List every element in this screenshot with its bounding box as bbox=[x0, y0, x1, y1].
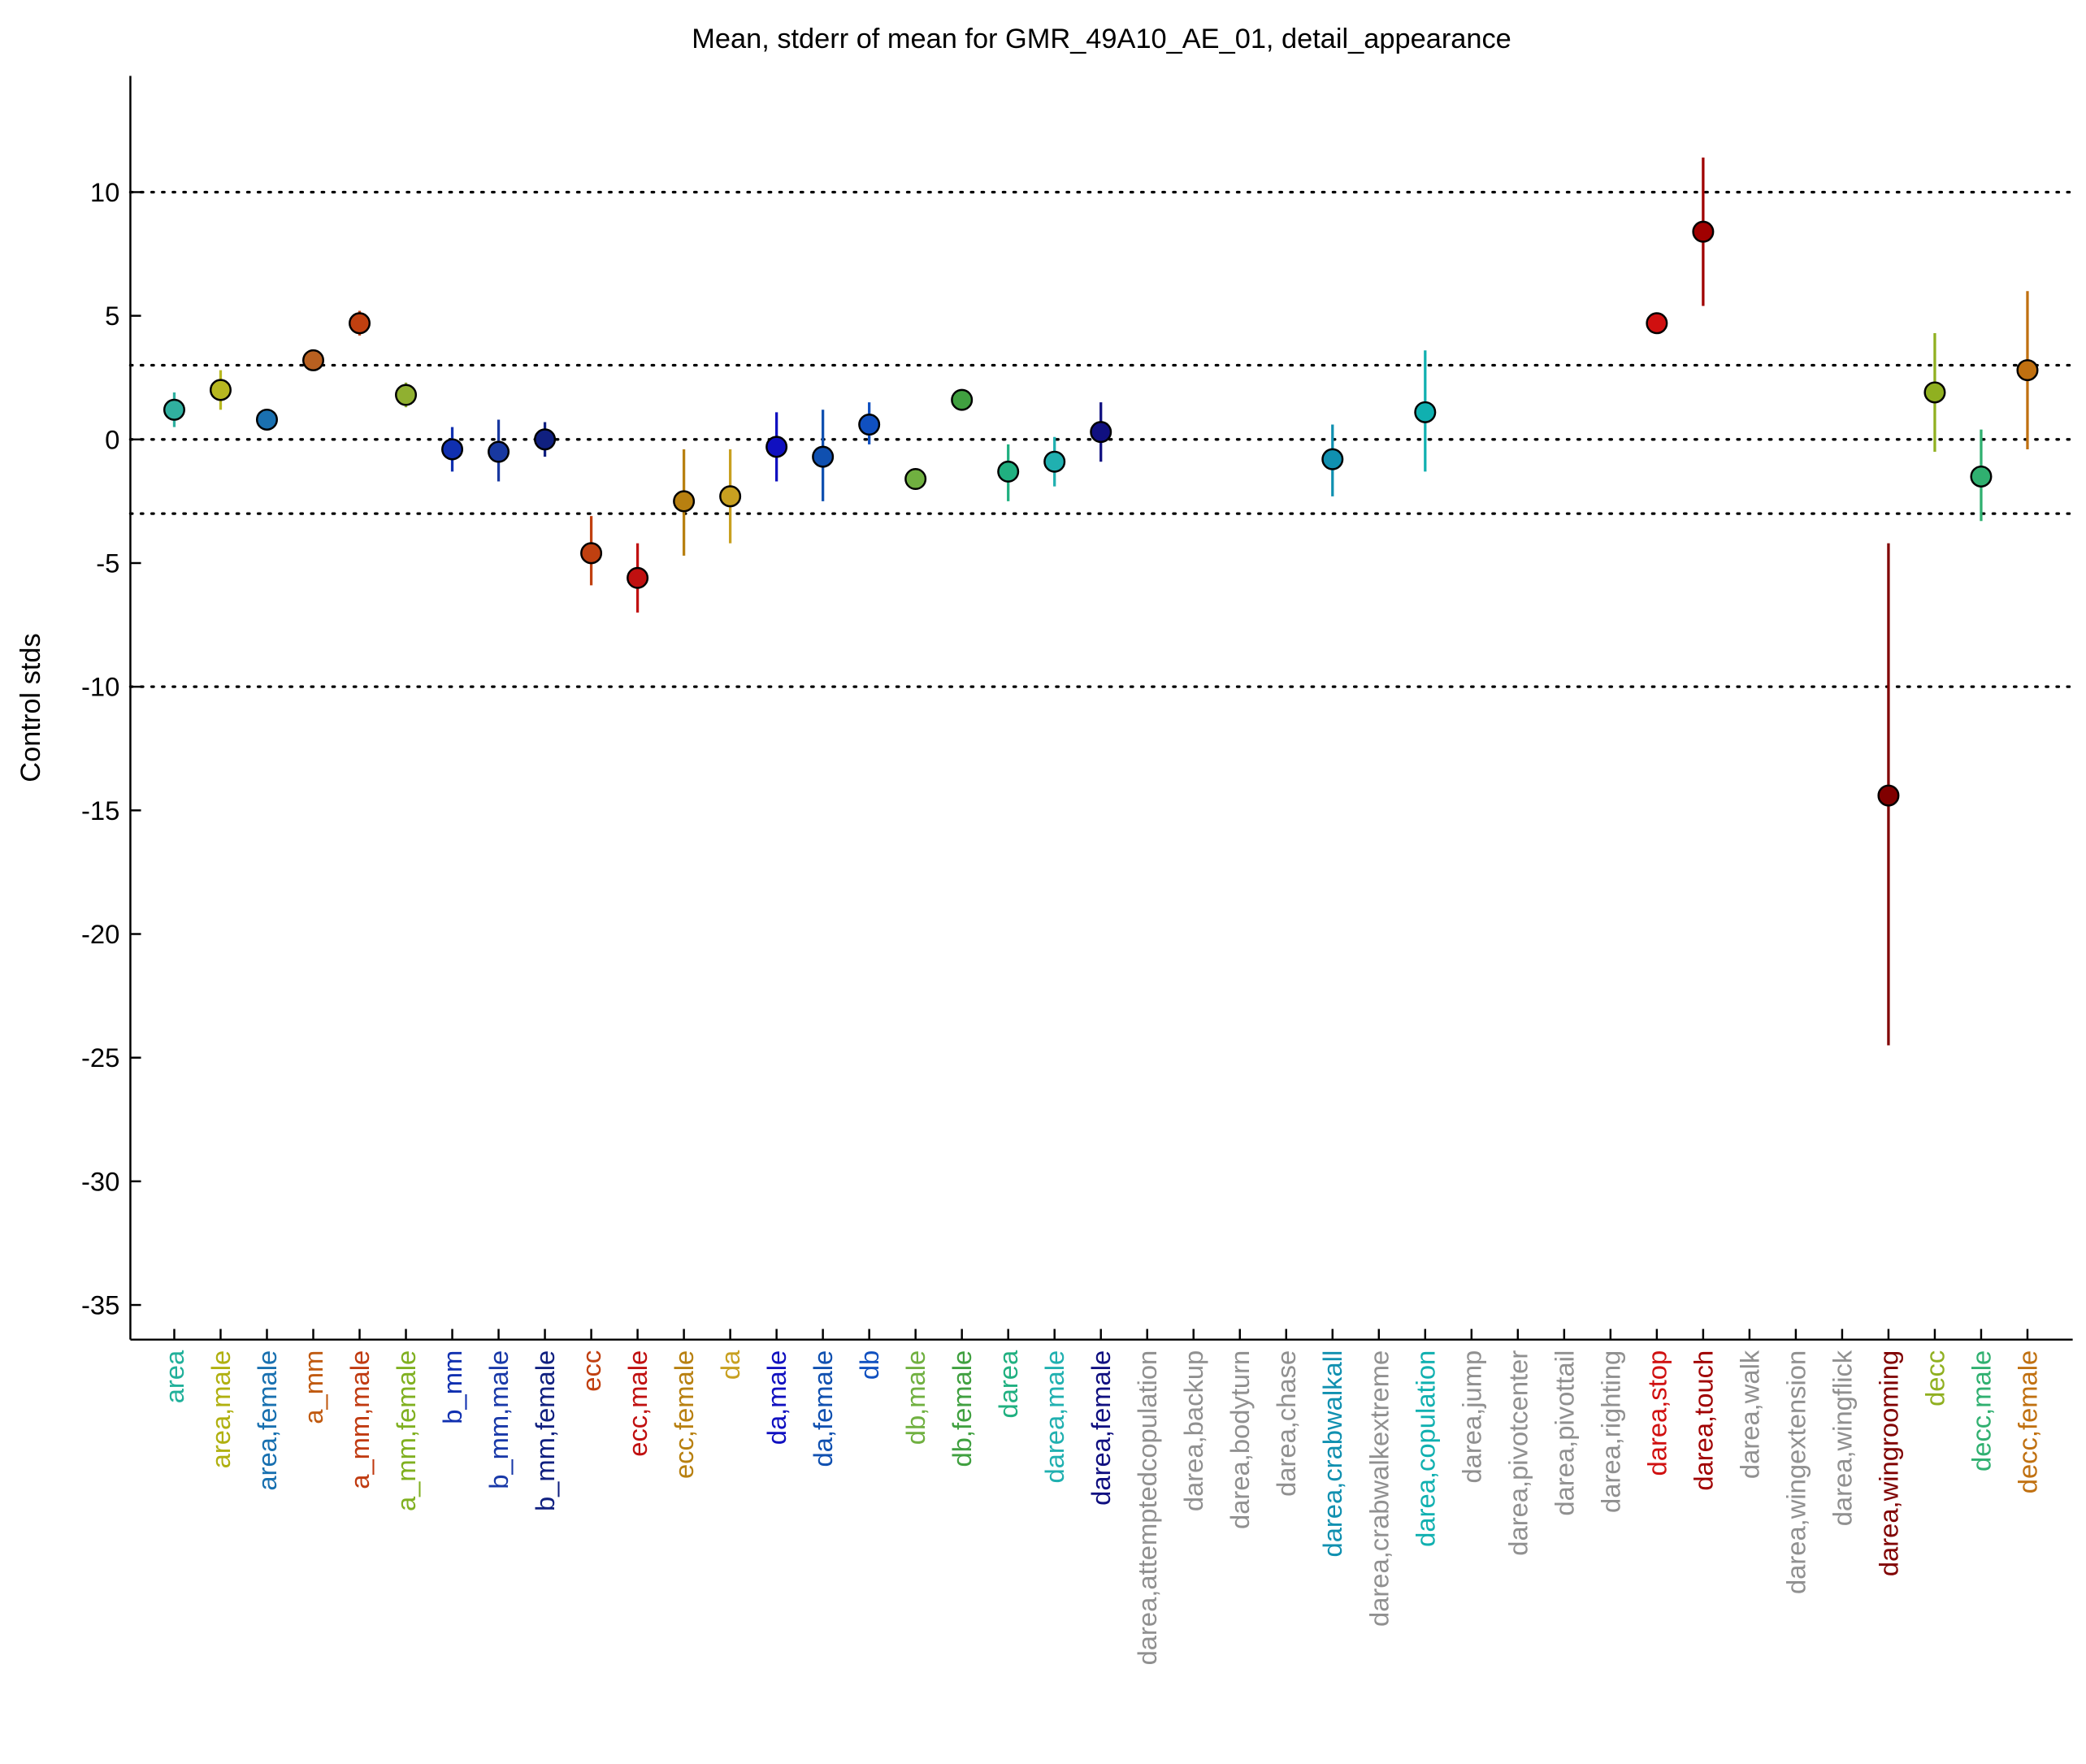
x-tick-label: darea bbox=[993, 1350, 1023, 1419]
mean-marker bbox=[1923, 381, 1946, 404]
x-tick-label: darea,copulation bbox=[1410, 1350, 1440, 1547]
mean-marker bbox=[349, 312, 371, 335]
y-tick-label: -10 bbox=[81, 672, 119, 702]
x-tick-label: decc bbox=[1919, 1350, 1949, 1406]
mean-marker bbox=[673, 490, 696, 513]
x-tick-label: darea,wingrooming bbox=[1873, 1350, 1903, 1576]
mean-marker bbox=[1692, 220, 1715, 243]
x-tick-label: a_mm,male bbox=[345, 1350, 375, 1489]
y-tick-label: 0 bbox=[105, 424, 119, 454]
y-tick-label: -30 bbox=[81, 1166, 119, 1196]
mean-marker bbox=[951, 388, 974, 411]
y-tick-label: -5 bbox=[96, 548, 119, 578]
mean-marker bbox=[858, 414, 881, 436]
mean-marker bbox=[1970, 465, 1993, 488]
x-tick-label: da,male bbox=[761, 1350, 791, 1445]
x-tick-label: darea,stop bbox=[1641, 1350, 1672, 1476]
mean-marker bbox=[441, 438, 464, 461]
x-tick-label: darea,touch bbox=[1688, 1350, 1718, 1491]
mean-marker bbox=[209, 379, 232, 401]
x-tick-label: area,male bbox=[206, 1350, 236, 1469]
x-tick-label: darea,backup bbox=[1178, 1350, 1208, 1511]
mean-marker bbox=[2016, 359, 2039, 382]
y-tick-label: -35 bbox=[81, 1290, 119, 1320]
x-tick-label: a_mm bbox=[298, 1350, 328, 1424]
mean-marker bbox=[301, 349, 325, 371]
x-tick-label: darea,jump bbox=[1456, 1350, 1486, 1484]
mean-marker bbox=[580, 542, 603, 565]
y-tick-label: -25 bbox=[81, 1042, 119, 1073]
x-tick-label: darea,attemptedcopulation bbox=[1132, 1350, 1162, 1666]
x-tick-label: darea,wingextension bbox=[1780, 1350, 1811, 1594]
chart-title: Mean, stderr of mean for GMR_49A10_AE_01… bbox=[692, 24, 1511, 54]
mean-marker bbox=[719, 485, 742, 508]
x-tick-label: darea,crabwalkall bbox=[1317, 1350, 1347, 1558]
mean-marker bbox=[627, 566, 649, 589]
x-tick-label: da bbox=[715, 1350, 745, 1380]
mean-marker bbox=[1646, 312, 1668, 335]
x-tick-label: ecc,female bbox=[669, 1350, 699, 1479]
mean-marker bbox=[488, 440, 510, 463]
x-tick-label: b_mm bbox=[437, 1350, 467, 1424]
x-tick-label: darea,female bbox=[1086, 1350, 1116, 1506]
x-tick-label: ecc bbox=[576, 1350, 606, 1392]
x-tick-label: darea,righting bbox=[1595, 1350, 1625, 1513]
mean-marker bbox=[534, 428, 557, 451]
x-tick-label: decc,male bbox=[1966, 1350, 1996, 1471]
mean-marker bbox=[904, 468, 927, 491]
x-tick-label: db bbox=[854, 1350, 884, 1380]
y-tick-label: 5 bbox=[105, 301, 119, 331]
mean-marker bbox=[395, 384, 418, 406]
x-tick-label: darea,bodyturn bbox=[1225, 1350, 1255, 1529]
x-tick-label: da,female bbox=[808, 1350, 838, 1467]
x-tick-label: darea,chase bbox=[1271, 1350, 1301, 1497]
x-tick-label: darea,pivottail bbox=[1549, 1350, 1579, 1516]
x-tick-label: db,female bbox=[947, 1350, 977, 1467]
mean-marker bbox=[997, 460, 1020, 483]
y-tick-label: 10 bbox=[90, 177, 119, 207]
mean-marker bbox=[1877, 784, 1900, 807]
mean-marker bbox=[812, 445, 835, 468]
x-tick-label: b_mm,female bbox=[530, 1350, 560, 1511]
mean-marker bbox=[255, 408, 278, 431]
mean-marker bbox=[1321, 448, 1344, 470]
y-tick-label: -20 bbox=[81, 919, 119, 949]
mean-marker bbox=[1414, 401, 1437, 423]
y-axis-label: Control stds bbox=[15, 633, 46, 782]
y-tick-label: -15 bbox=[81, 795, 119, 826]
x-tick-label: db,male bbox=[900, 1350, 930, 1445]
x-tick-label: darea,wingflick bbox=[1827, 1350, 1857, 1526]
mean-marker bbox=[765, 436, 788, 458]
x-tick-label: a_mm,female bbox=[391, 1350, 421, 1511]
x-tick-label: b_mm,male bbox=[484, 1350, 514, 1489]
x-tick-label: decc,female bbox=[2012, 1350, 2042, 1494]
x-tick-label: darea,pivotcenter bbox=[1503, 1350, 1533, 1556]
x-tick-label: darea,crabwalkextreme bbox=[1364, 1350, 1394, 1627]
mean-marker bbox=[1043, 450, 1066, 473]
x-tick-label: ecc,male bbox=[622, 1350, 653, 1457]
mean-marker bbox=[1090, 421, 1112, 444]
x-tick-label: darea,walk bbox=[1734, 1350, 1764, 1479]
x-tick-label: area bbox=[159, 1350, 189, 1403]
x-tick-label: darea,male bbox=[1039, 1350, 1069, 1484]
x-tick-label: area,female bbox=[252, 1350, 282, 1491]
mean-marker bbox=[163, 398, 185, 421]
